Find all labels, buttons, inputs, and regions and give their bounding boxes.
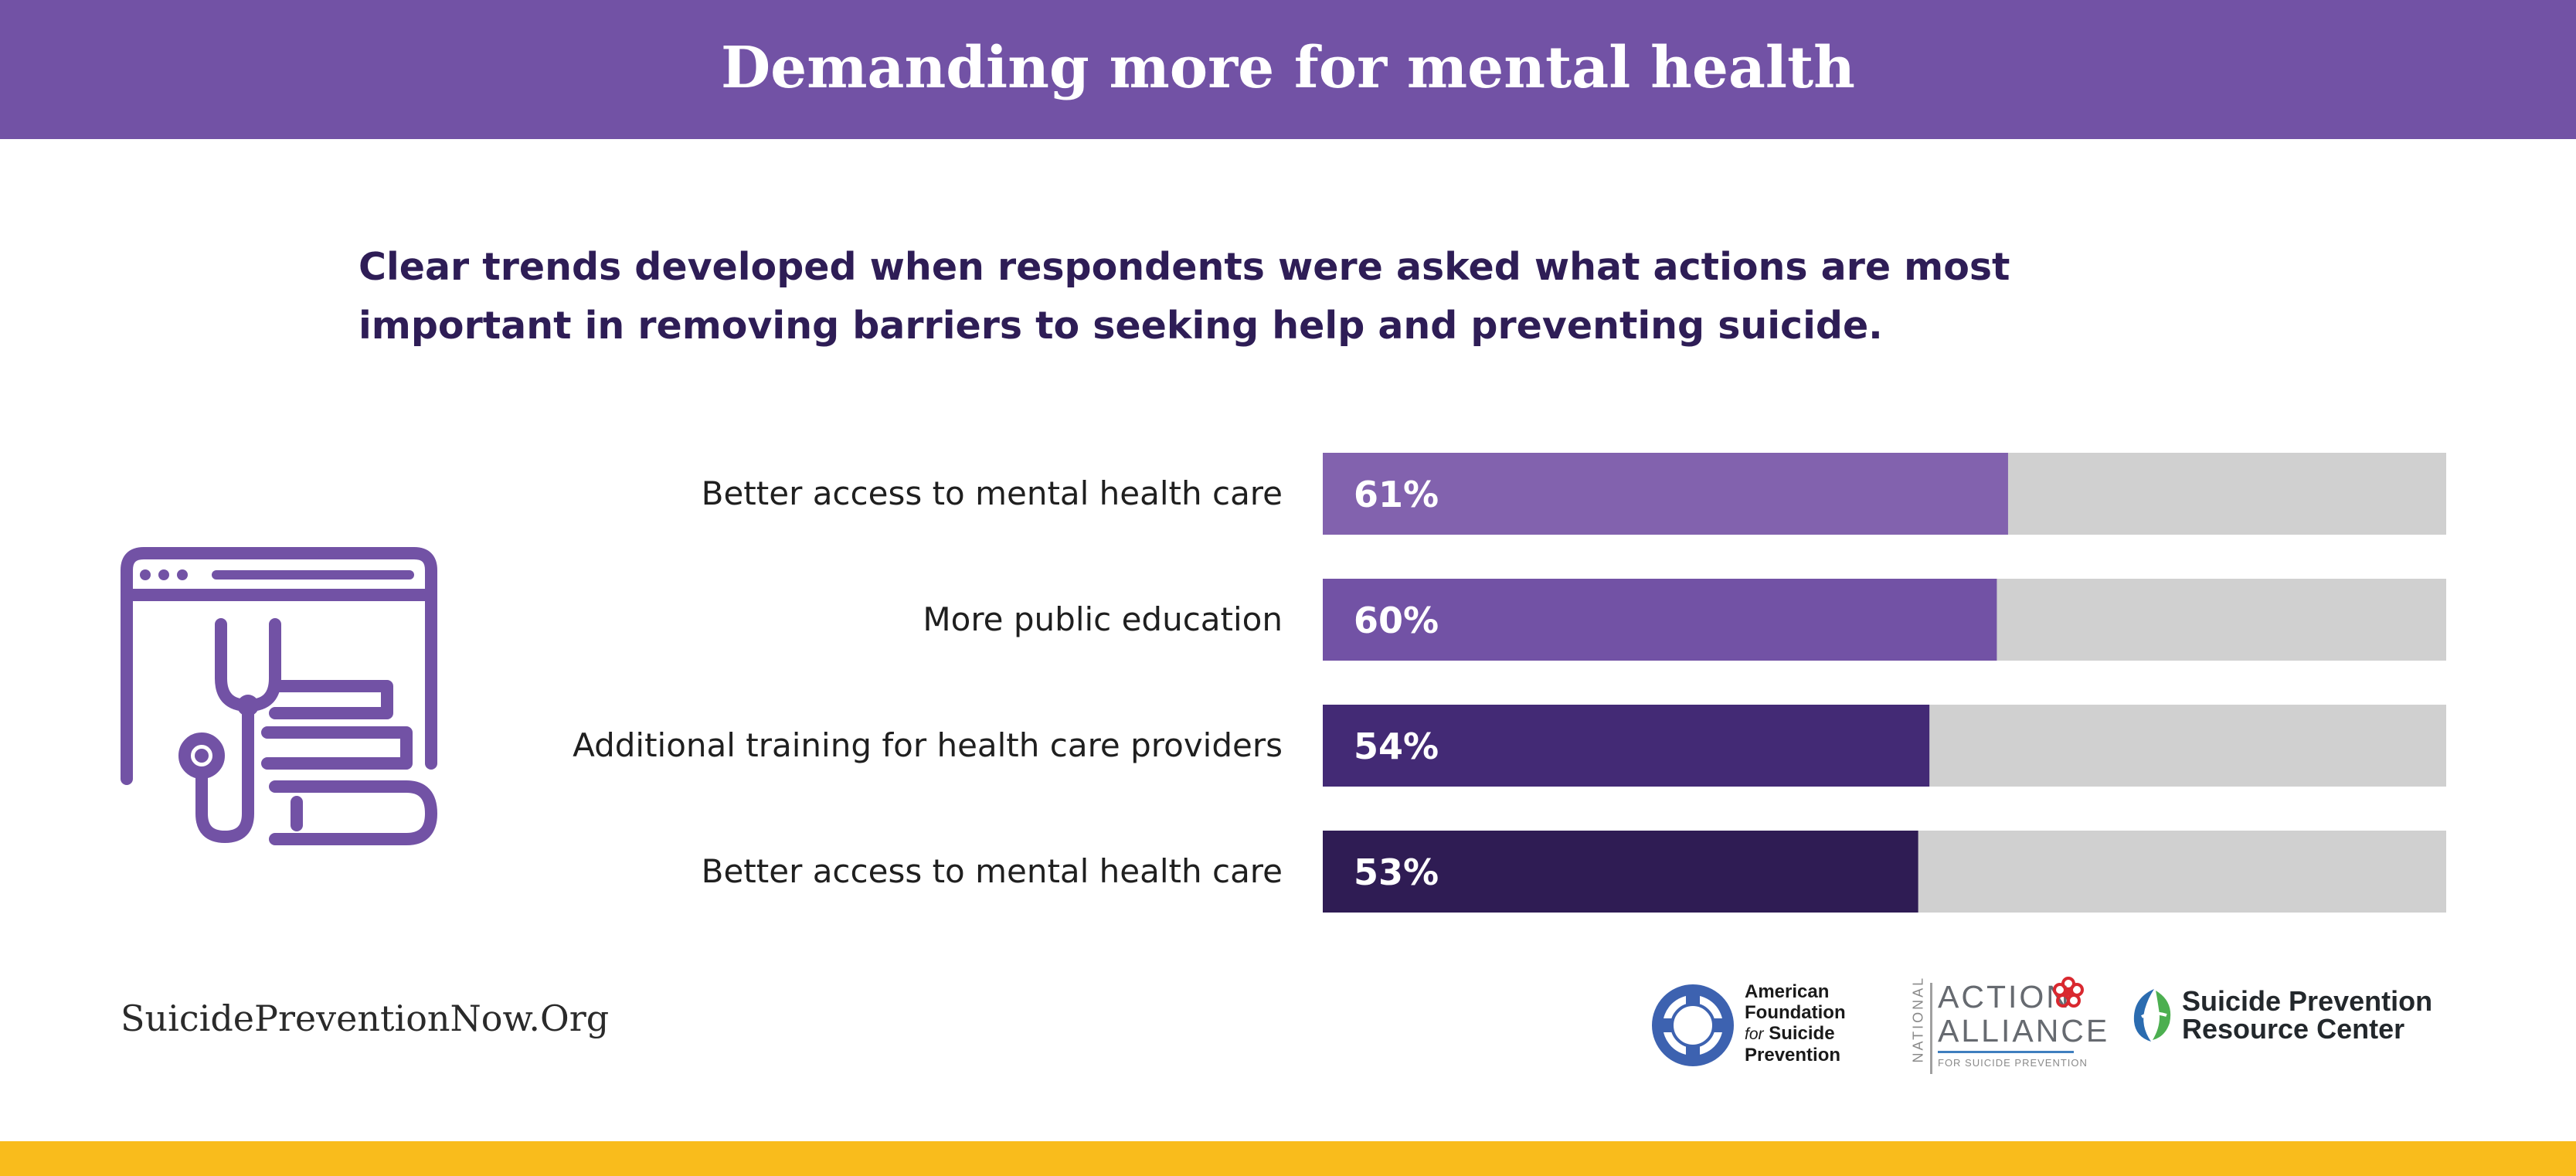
- stethoscope-junction: [237, 695, 259, 716]
- category-label: Better access to mental health care: [702, 852, 1283, 890]
- category-label: More public education: [923, 600, 1283, 638]
- leaf-globe-icon: [2133, 989, 2171, 1042]
- bar: [1323, 705, 1930, 787]
- sprc-logo-text: Suicide Prevention Resource Center: [2182, 985, 2433, 1045]
- header-banner: Demanding more for mental health: [0, 0, 2576, 139]
- afsp-logo[interactable]: American Foundation for Suicide Preventi…: [1650, 978, 1882, 1071]
- stethoscope-ear-tubes: [215, 618, 281, 712]
- naa-action-label: ACTION: [1938, 979, 2071, 1015]
- category-label: Additional training for health care prov…: [573, 726, 1283, 764]
- window-address-bar: [212, 570, 414, 580]
- naa-underline: [1938, 1051, 2074, 1053]
- afsp-logo-text: American Foundation for Suicide Preventi…: [1745, 981, 1846, 1066]
- book-bottom: [269, 780, 437, 845]
- window-dot-2: [158, 569, 169, 580]
- page-title: Demanding more for mental health: [720, 35, 1855, 101]
- sprc-logo[interactable]: Suicide Prevention Resource Center: [2128, 983, 2452, 1052]
- window-dot-1: [140, 569, 151, 580]
- bar: [1323, 831, 1918, 913]
- bar: [1323, 579, 1997, 661]
- computer-stethoscope-books-icon: [121, 547, 437, 845]
- bar: [1323, 453, 2008, 535]
- footer-accent-bar: [0, 1141, 2576, 1176]
- book-top: [269, 680, 393, 719]
- bar-row: 60% More public education: [923, 579, 2446, 661]
- chart-subtitle: Clear trends developed when respondents …: [359, 245, 2010, 348]
- bar-value-label: 54%: [1354, 726, 1439, 767]
- bar-value-label: 60%: [1354, 600, 1439, 641]
- naa-alliance-label: ALLIANCE: [1938, 1013, 2110, 1049]
- flower-icon: [2053, 977, 2084, 1008]
- naa-subtitle: FOR SUICIDE PREVENTION: [1938, 1057, 2088, 1069]
- naa-national-label: NATIONAL: [1910, 975, 1926, 1063]
- bar-row: 53% Better access to mental health care: [702, 831, 2446, 913]
- window-frame-left: [121, 547, 320, 785]
- bar-value-label: 53%: [1354, 851, 1439, 893]
- category-label: Better access to mental health care: [702, 474, 1283, 512]
- stethoscope-tube: [195, 699, 254, 843]
- site-url[interactable]: SuicidePreventionNow.Org: [121, 998, 610, 1039]
- bar-row: 61% Better access to mental health care: [702, 453, 2446, 535]
- bar-row: 54% Additional training for health care p…: [573, 705, 2446, 787]
- window-dot-3: [177, 569, 188, 580]
- bar-value-label: 61%: [1354, 474, 1439, 515]
- naa-divider: [1930, 983, 1932, 1074]
- stethoscope-chestpiece: [178, 732, 225, 779]
- lifebuoy-icon: [1652, 984, 1734, 1066]
- window-frame-right: [308, 547, 437, 770]
- stethoscope-chestpiece-center: [195, 749, 209, 763]
- action-alliance-logo[interactable]: NATIONAL ACTION ALLIANCE FOR SUICIDE PRE…: [1902, 975, 2107, 1076]
- book-middle: [261, 726, 413, 770]
